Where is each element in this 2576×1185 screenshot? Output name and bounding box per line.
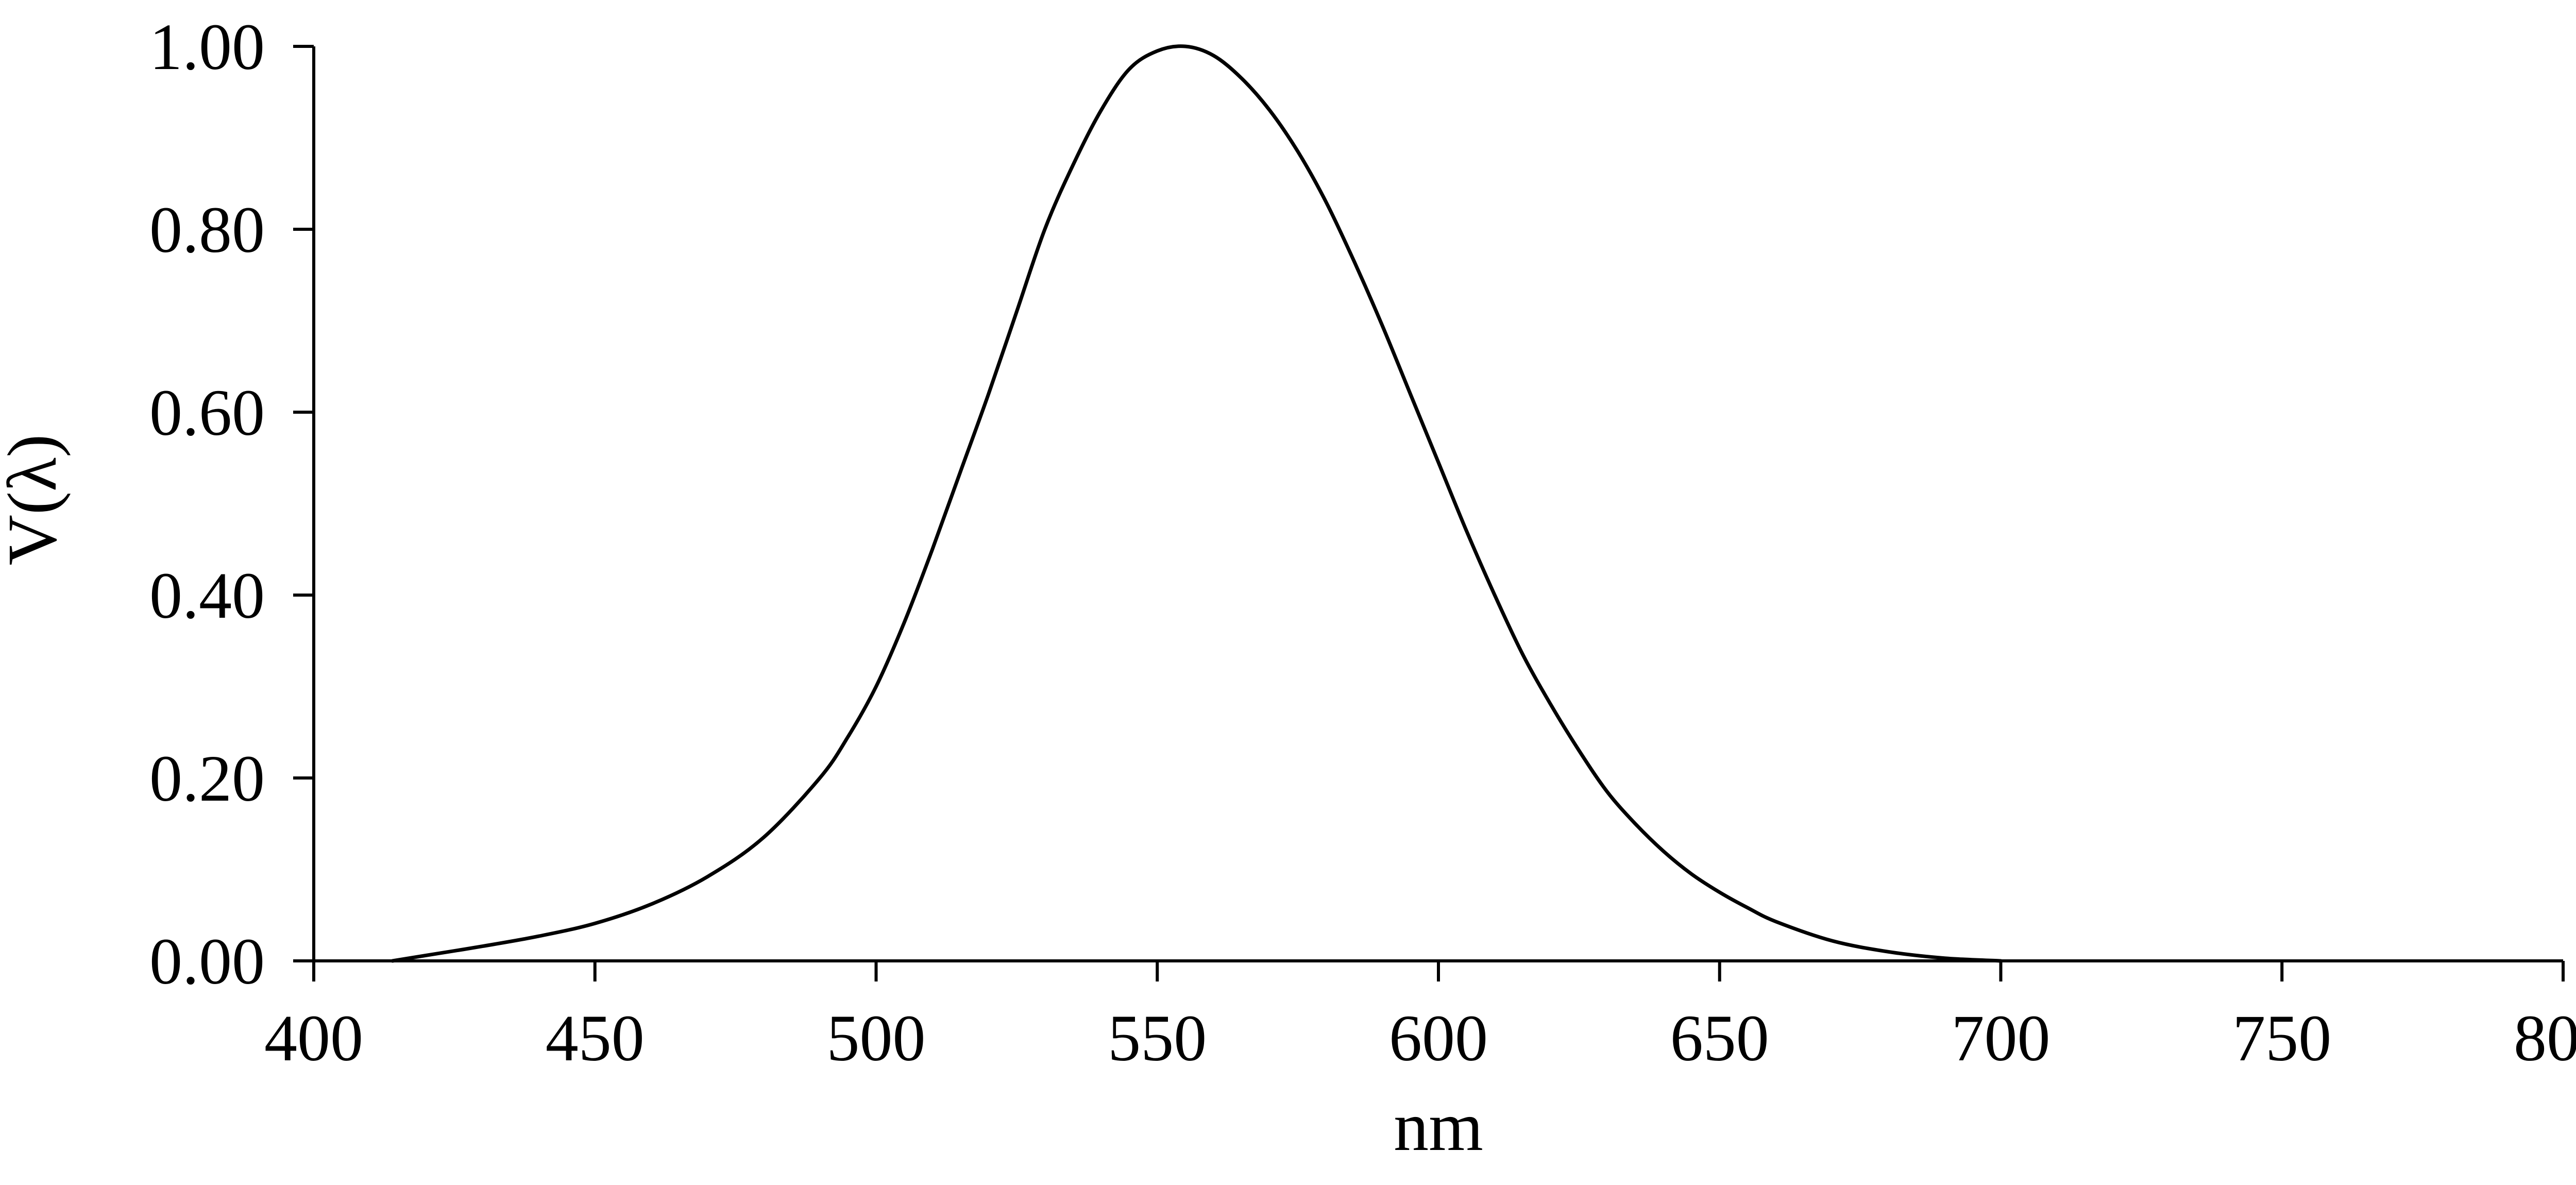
y-tick-label: 0.40 <box>149 559 265 632</box>
x-tick-label: 550 <box>1108 1002 1207 1075</box>
x-tick-label: 650 <box>1670 1002 1769 1075</box>
plot-area: 400 450 500 550 600 650 700 750 800 0.00 0.20 0.40… <box>149 10 2576 1075</box>
series-line <box>391 44 2003 963</box>
y-tick-label: 0.20 <box>149 742 265 815</box>
x-tick-label: 500 <box>827 1002 926 1075</box>
y-axis-ticks: 0.00 0.20 0.40 0.60 0.80 1.00 <box>149 10 314 998</box>
x-tick-label: 800 <box>2514 1002 2576 1075</box>
x-tick-label: 600 <box>1389 1002 1488 1075</box>
y-tick-label: 0.00 <box>149 925 265 998</box>
x-axis-title: nm <box>1394 1088 1483 1165</box>
x-tick-label: 750 <box>2232 1002 2331 1075</box>
x-tick-label: 450 <box>546 1002 645 1075</box>
y-tick-label: 0.80 <box>149 193 265 266</box>
x-tick-label: 400 <box>264 1002 363 1075</box>
y-axis-title: V(λ) <box>0 434 71 566</box>
y-tick-label: 1.00 <box>149 10 265 83</box>
x-tick-label: 700 <box>1952 1002 2050 1075</box>
y-tick-label: 0.60 <box>149 376 265 449</box>
x-axis-ticks: 400 450 500 550 600 650 700 750 800 <box>264 961 2576 1075</box>
